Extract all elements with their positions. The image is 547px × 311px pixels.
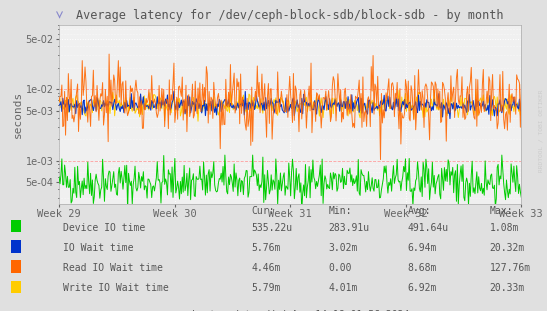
Text: Device IO time: Device IO time <box>63 223 145 233</box>
Text: RRDTOOL / TOBI OETIKER: RRDTOOL / TOBI OETIKER <box>538 89 543 172</box>
Text: 5.79m: 5.79m <box>252 283 281 293</box>
Text: Write IO Wait time: Write IO Wait time <box>63 283 168 293</box>
Text: 6.92m: 6.92m <box>408 283 437 293</box>
Text: 6.94m: 6.94m <box>408 243 437 253</box>
Text: Max:: Max: <box>490 206 513 216</box>
Text: 3.02m: 3.02m <box>328 243 358 253</box>
Title: Average latency for /dev/ceph-block-sdb/block-sdb - by month: Average latency for /dev/ceph-block-sdb/… <box>77 9 504 22</box>
Text: Last update: Wed Aug 14 18:01:56 2024: Last update: Wed Aug 14 18:01:56 2024 <box>192 310 410 311</box>
Text: IO Wait time: IO Wait time <box>63 243 133 253</box>
Text: 0.00: 0.00 <box>328 263 352 273</box>
Text: 4.01m: 4.01m <box>328 283 358 293</box>
Text: Min:: Min: <box>328 206 352 216</box>
Text: 127.76m: 127.76m <box>490 263 531 273</box>
Text: 535.22u: 535.22u <box>252 223 293 233</box>
Text: 283.91u: 283.91u <box>328 223 369 233</box>
Y-axis label: seconds: seconds <box>13 91 22 138</box>
Text: 20.32m: 20.32m <box>490 243 525 253</box>
Text: 1.08m: 1.08m <box>490 223 519 233</box>
Text: 4.46m: 4.46m <box>252 263 281 273</box>
Text: Read IO Wait time: Read IO Wait time <box>63 263 163 273</box>
Text: 5.76m: 5.76m <box>252 243 281 253</box>
Text: 491.64u: 491.64u <box>408 223 449 233</box>
Text: 20.33m: 20.33m <box>490 283 525 293</box>
Text: Cur:: Cur: <box>252 206 275 216</box>
Text: Avg:: Avg: <box>408 206 431 216</box>
Text: 8.68m: 8.68m <box>408 263 437 273</box>
